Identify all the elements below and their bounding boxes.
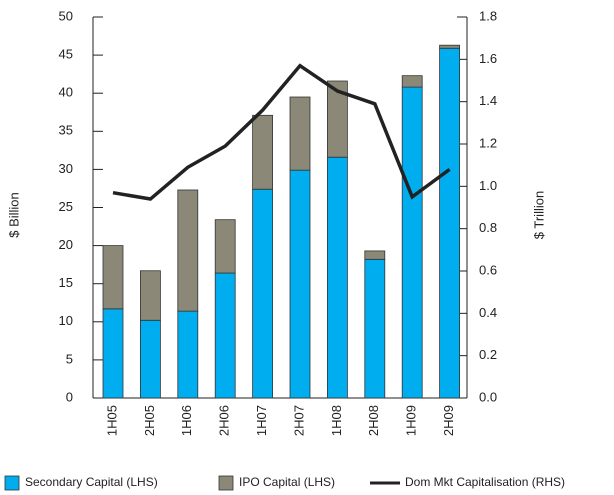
legend-label: Dom Mkt Capitalisation (RHS) — [405, 475, 565, 489]
x-tick-label: 2H06 — [217, 405, 232, 436]
bar-segment — [252, 114, 274, 190]
y-tick-label: 35 — [59, 123, 73, 138]
x-tick-label: 2H08 — [366, 405, 381, 436]
y-tick-label: 40 — [59, 85, 73, 100]
bar-segment — [177, 189, 199, 312]
bar-segment — [214, 272, 236, 399]
x-tick-label: 1H08 — [329, 405, 344, 436]
y-tick-label: 0 — [66, 389, 73, 404]
y-tick-label: 45 — [59, 47, 73, 62]
bar-segment — [252, 188, 274, 399]
y-tick-label: 50 — [59, 8, 73, 23]
bar-segment — [214, 219, 236, 274]
x-tick-label: 2H09 — [441, 405, 456, 436]
y2-tick-label: 1.4 — [479, 93, 497, 108]
y2-tick-label: 0.2 — [479, 347, 497, 362]
y-tick-label: 20 — [59, 237, 73, 252]
x-tick-label: 1H07 — [254, 405, 269, 436]
y2-tick-label: 1.0 — [479, 178, 497, 193]
x-tick-label: 1H06 — [179, 405, 194, 436]
y2-tick-label: 1.6 — [479, 51, 497, 66]
bar-segment — [401, 86, 423, 399]
y-tick-label: 25 — [59, 199, 73, 214]
y-tick-label: 5 — [66, 351, 73, 366]
x-tick-label: 1H05 — [104, 405, 119, 436]
legend-swatch — [4, 475, 20, 491]
y-tick-label: 10 — [59, 313, 73, 328]
bar-segment — [439, 47, 461, 399]
legend-swatch — [218, 475, 234, 491]
legend-label: IPO Capital (LHS) — [239, 475, 335, 489]
y2-tick-label: 0.0 — [479, 389, 497, 404]
x-tick-label: 2H07 — [291, 405, 306, 436]
legend-label: Secondary Capital (LHS) — [25, 475, 158, 489]
y2-tick-label: 0.6 — [479, 262, 497, 277]
y-tick-label: 30 — [59, 161, 73, 176]
bar-segment — [289, 96, 311, 171]
line — [112, 63, 451, 201]
y-tick-label: 15 — [59, 275, 73, 290]
bar-segment — [364, 250, 386, 260]
y2-tick-label: 1.2 — [479, 135, 497, 150]
bar-segment — [102, 245, 124, 310]
y2-tick-label: 0.8 — [479, 220, 497, 235]
bar-segment — [102, 308, 124, 399]
bar-segment — [326, 156, 348, 399]
y2-tick-label: 0.4 — [479, 305, 497, 320]
bar-segment — [439, 44, 461, 49]
bar-segment — [139, 319, 161, 399]
bar-segment — [139, 270, 161, 321]
y-axis-label: $ Billion — [6, 192, 21, 238]
bar-segment — [177, 310, 199, 399]
x-tick-label: 2H05 — [142, 405, 157, 436]
y2-axis-label: $ Trillion — [531, 191, 546, 239]
bar-segment — [326, 80, 348, 158]
bar-segment — [364, 258, 386, 399]
y2-tick-label: 1.8 — [479, 8, 497, 23]
bar-segment — [401, 75, 423, 88]
bar-segment — [289, 169, 311, 399]
x-tick-label: 1H09 — [404, 405, 419, 436]
